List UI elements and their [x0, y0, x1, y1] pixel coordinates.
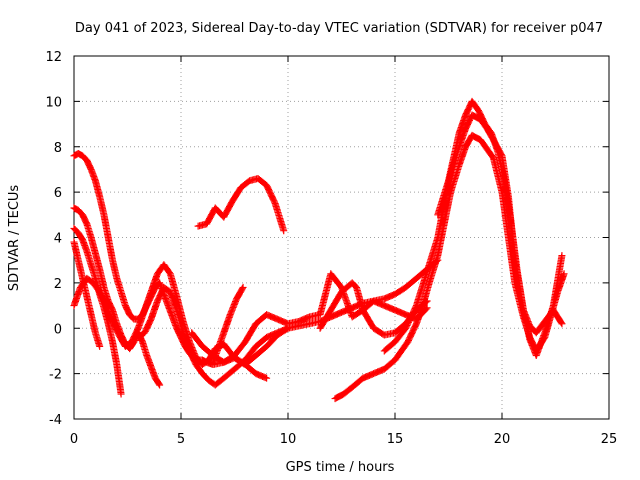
x-tick-label: 15: [387, 432, 404, 447]
y-tick-label: 12: [45, 50, 62, 65]
x-tick-label: 25: [601, 432, 618, 447]
series-arc13: [434, 97, 566, 337]
axis-ticks: 0 5 10 15 20 25 -4 -2 0 2 4 6 8 10 12: [45, 50, 617, 447]
series-trail: [189, 271, 430, 365]
x-tick-label: 5: [177, 432, 185, 447]
series-arc7: [188, 270, 431, 366]
y-axis-label: SDTVAR / TECUs: [7, 185, 22, 292]
series-arc9: [209, 283, 247, 366]
series-arc4: [70, 238, 104, 350]
chart-title: Day 041 of 2023, Sidereal Day-to-day VTE…: [75, 21, 603, 36]
data-points: [70, 97, 568, 403]
y-tick-label: -2: [49, 368, 62, 383]
series-arc8: [194, 175, 288, 235]
series-trail: [381, 112, 566, 358]
grid: [74, 56, 609, 419]
series-trail: [196, 175, 287, 233]
series-arc12: [380, 111, 566, 359]
y-tick-label: 2: [54, 277, 62, 292]
x-tick-label: 20: [494, 432, 511, 447]
y-tick-label: 4: [54, 232, 62, 247]
y-tick-label: 0: [54, 322, 62, 337]
y-tick-label: -4: [49, 413, 62, 428]
series-trail: [434, 99, 565, 336]
y-tick-label: 10: [45, 95, 62, 110]
x-tick-label: 10: [280, 432, 297, 447]
y-tick-label: 6: [54, 186, 62, 201]
series-trail: [135, 257, 441, 388]
series-trail: [70, 240, 103, 349]
x-axis-label: GPS time / hours: [286, 460, 395, 475]
series-arc11: [331, 131, 568, 403]
y-tick-label: 8: [54, 141, 62, 156]
series-trail: [210, 285, 246, 365]
series-arc6: [134, 256, 442, 389]
x-tick-label: 0: [70, 432, 78, 447]
